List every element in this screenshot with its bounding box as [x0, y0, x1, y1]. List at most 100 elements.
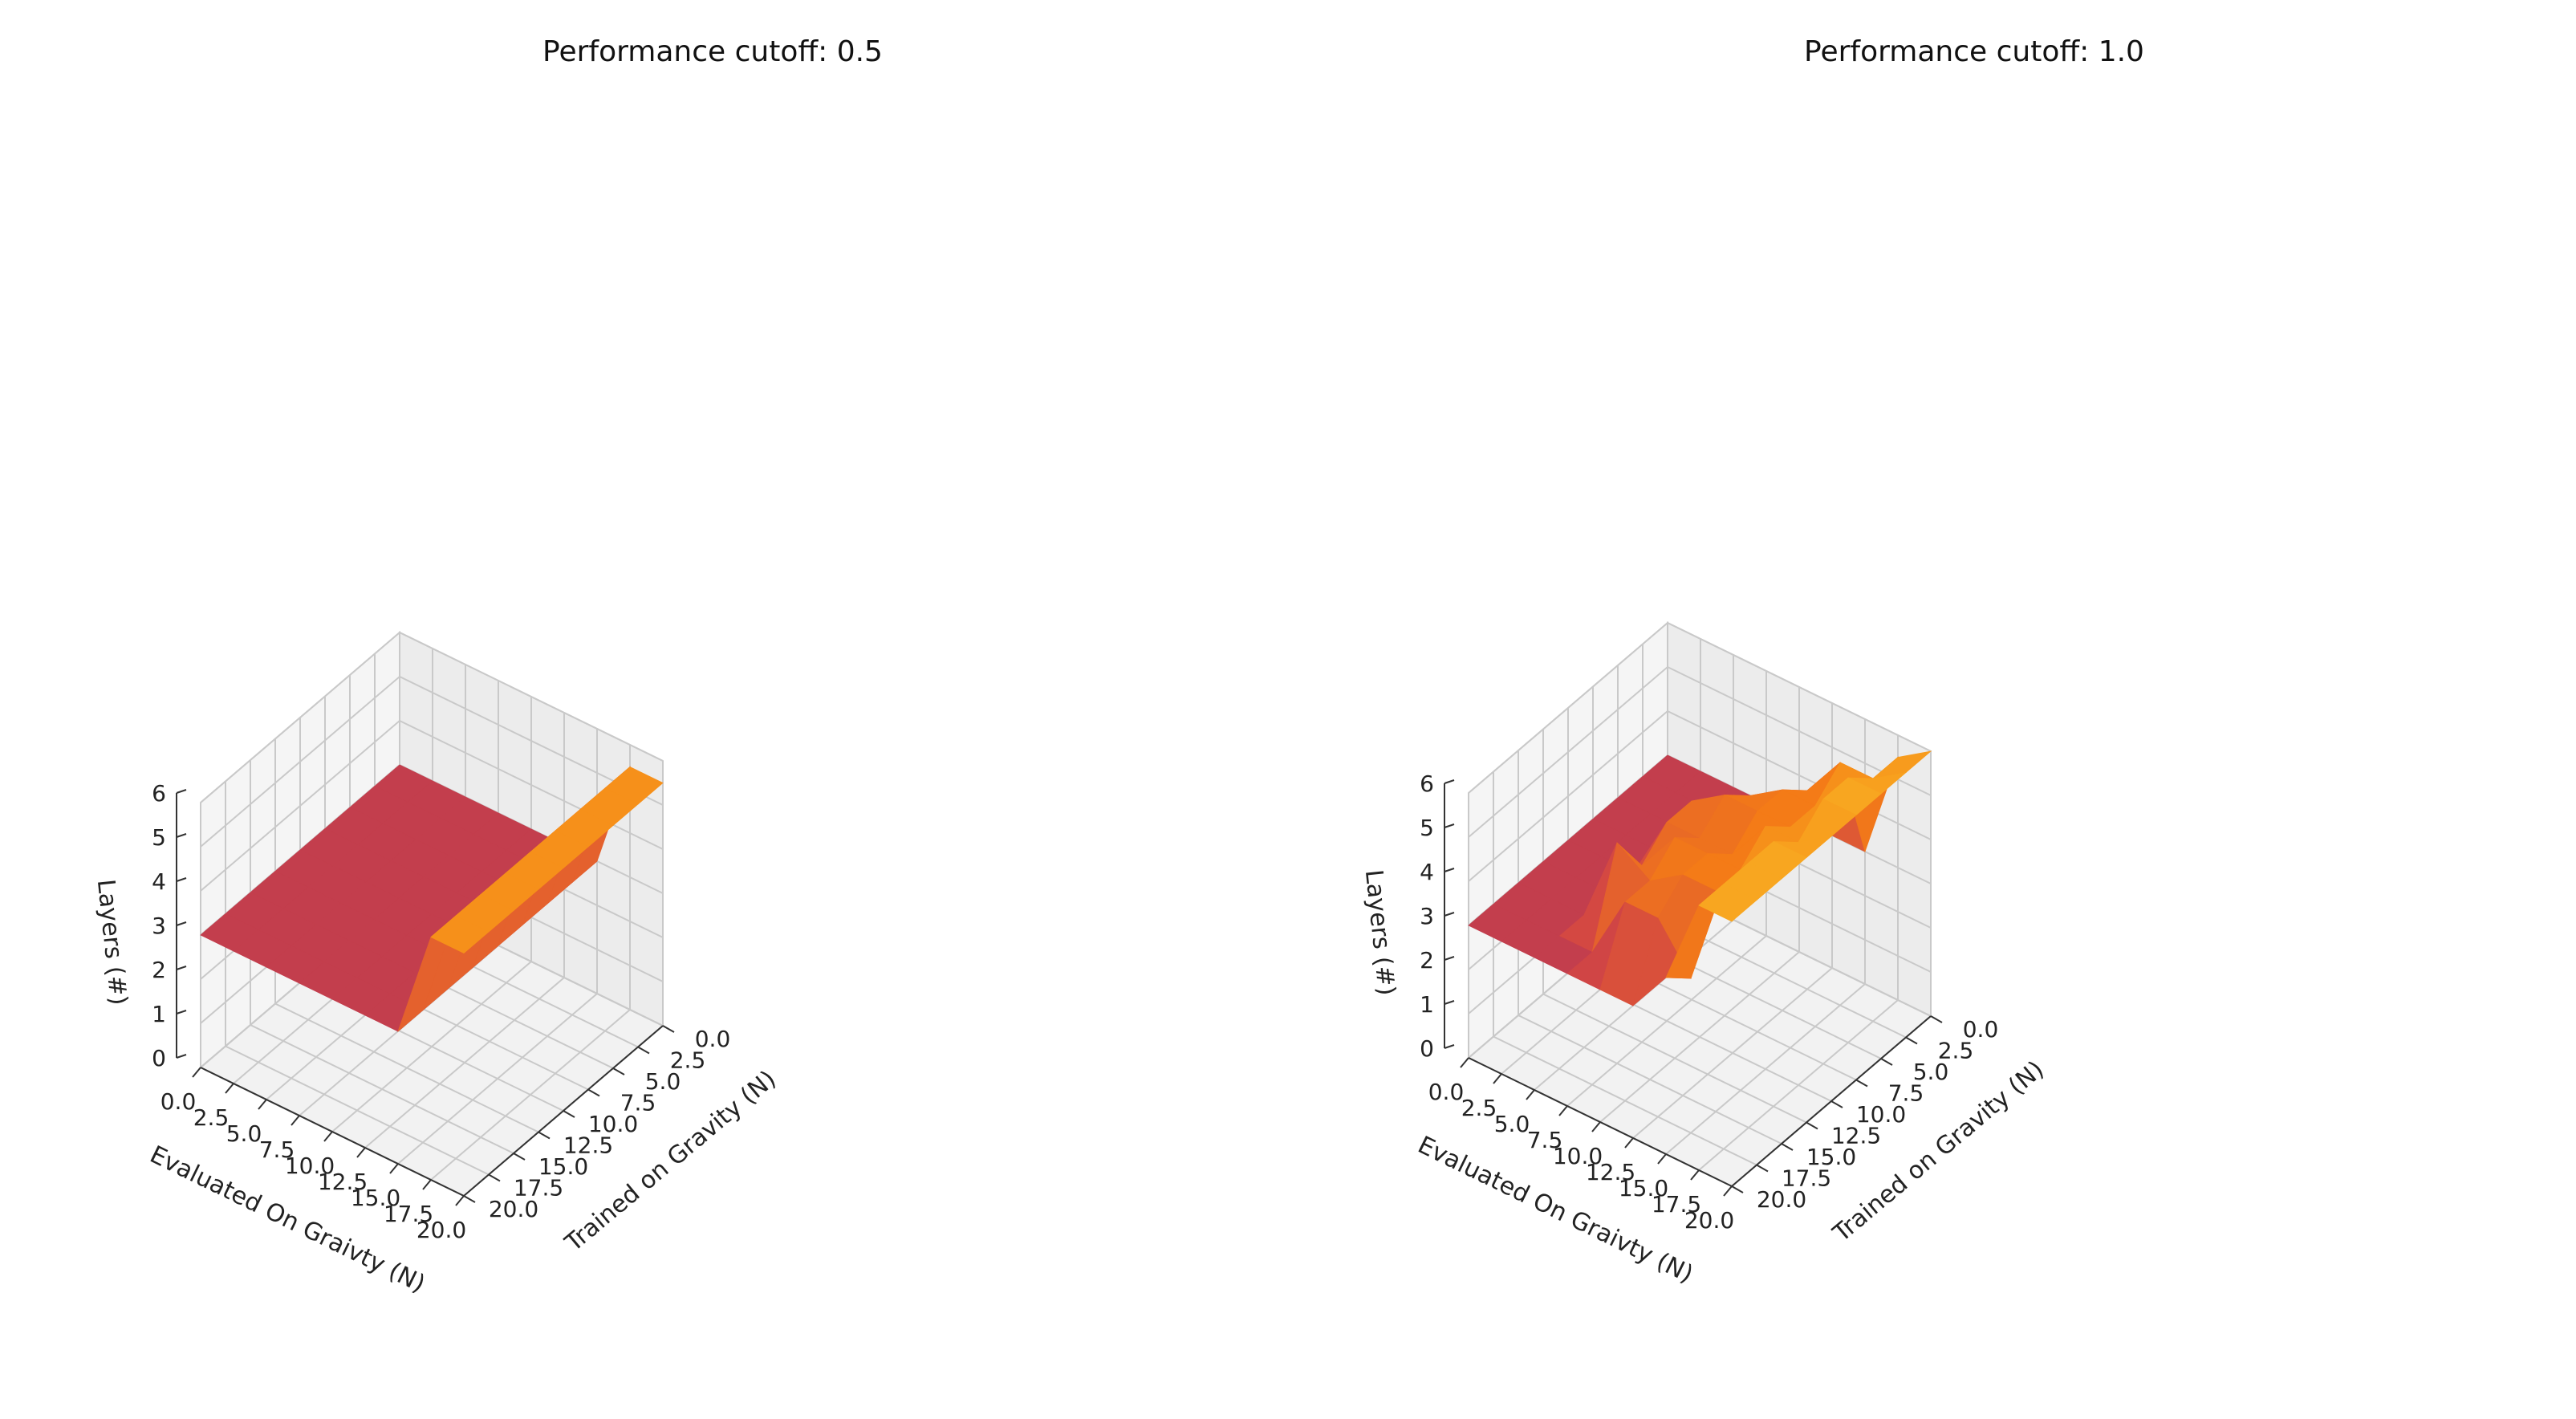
y-tick-mark [1731, 1185, 1744, 1193]
x-tick-mark [356, 1147, 366, 1158]
gridline [1468, 665, 1932, 838]
z-tick-mark [176, 921, 187, 926]
z-tick-mark [176, 1054, 187, 1059]
surface-cell-7-7 [1698, 884, 1757, 922]
z-tick-mark [1444, 779, 1455, 784]
z-tick-mark [176, 966, 187, 970]
z-tick-mark [1444, 1000, 1455, 1005]
x-tick-label: 7.5 [259, 1136, 295, 1163]
z-tick-label: 6 [1420, 770, 1434, 797]
x-tick-mark [192, 1067, 201, 1078]
z-tick-label: 6 [152, 780, 166, 807]
y-tick-label: 5.0 [1913, 1059, 1949, 1085]
z-tick-mark [1444, 956, 1455, 961]
gridline [200, 719, 664, 892]
y-tick-label: 12.5 [1831, 1123, 1881, 1149]
y-tick-label: 5.0 [645, 1068, 681, 1095]
x-tick-label: 0.0 [160, 1088, 197, 1115]
y-tick-mark [1756, 1164, 1769, 1173]
z-tick-mark [176, 1010, 187, 1014]
z-tick-label: 4 [1420, 859, 1434, 885]
x-tick-mark [422, 1179, 432, 1190]
z-tick-label: 2 [1420, 947, 1434, 974]
y-tick-mark [1930, 1015, 1943, 1023]
z-tick-label: 1 [152, 1001, 166, 1027]
y-tick-label: 20.0 [489, 1196, 538, 1222]
x-tick-label: 5.0 [226, 1120, 262, 1147]
z-tick-label: 2 [152, 957, 166, 983]
x-tick-mark [1591, 1121, 1601, 1132]
y-tick-mark [513, 1153, 526, 1161]
x-tick-mark [389, 1163, 399, 1174]
x-tick-mark [455, 1195, 465, 1206]
z-tick-label: 5 [152, 824, 166, 851]
y-tick-mark [1830, 1100, 1843, 1108]
x-tick-label: 20.0 [416, 1217, 466, 1243]
y-tick-mark [463, 1195, 476, 1203]
z-axis-label: Layers (#) [91, 878, 132, 1006]
y-tick-mark [1880, 1058, 1893, 1066]
x-tick-label: 10.0 [1553, 1143, 1603, 1169]
x-tick-mark [258, 1099, 267, 1110]
x-tick-label: 17.5 [384, 1201, 433, 1227]
x-tick-mark [1624, 1137, 1634, 1149]
y-tick-mark [538, 1131, 551, 1140]
y-tick-mark [1806, 1121, 1818, 1130]
z-tick-mark [176, 877, 187, 882]
x-tick-label: 12.5 [1586, 1159, 1635, 1185]
y-tick-label: 0.0 [1963, 1016, 1999, 1043]
x-tick-mark [1460, 1057, 1469, 1068]
x-tick-mark [323, 1131, 333, 1142]
x-tick-mark [1526, 1089, 1535, 1100]
x-tick-label: 7.5 [1527, 1127, 1563, 1153]
z-tick-mark [1444, 868, 1455, 872]
gridline [1468, 621, 1932, 794]
x-tick-label: 5.0 [1494, 1111, 1530, 1137]
surface [200, 764, 664, 1033]
x-tick-label: 15.0 [1619, 1175, 1668, 1201]
y-tick-mark [587, 1088, 600, 1097]
chart-performance-cutoff-0-5: Performance cutoff: 0.50.02.55.07.510.01… [91, 35, 883, 1299]
x-tick-label: 2.5 [1461, 1095, 1497, 1121]
y-tick-mark [662, 1025, 675, 1033]
y-tick-label: 2.5 [1938, 1038, 1974, 1064]
y-tick-label: 17.5 [514, 1175, 563, 1201]
gridline [200, 631, 664, 803]
gridline [200, 675, 664, 848]
z-axis-label: Layers (#) [1359, 868, 1400, 997]
y-tick-label: 0.0 [695, 1026, 731, 1052]
y-tick-mark [612, 1067, 625, 1075]
chart-title: Performance cutoff: 0.5 [542, 35, 883, 68]
y-tick-label: 15.0 [538, 1153, 588, 1180]
x-tick-mark [1493, 1073, 1502, 1084]
z-tick-mark [1444, 912, 1455, 917]
y-tick-mark [1905, 1036, 1918, 1045]
surface-cell-7-7 [430, 915, 490, 953]
y-tick-label: 2.5 [670, 1047, 706, 1074]
x-tick-mark [1690, 1169, 1700, 1181]
x-tick-mark [1657, 1153, 1667, 1165]
z-tick-label: 0 [1420, 1035, 1434, 1062]
x-tick-label: 20.0 [1684, 1207, 1734, 1234]
y-tick-label: 15.0 [1806, 1144, 1856, 1170]
z-tick-label: 3 [1420, 903, 1434, 929]
y-tick-mark [488, 1173, 501, 1182]
y-tick-label: 12.5 [563, 1132, 613, 1159]
x-tick-mark [225, 1083, 234, 1094]
z-tick-label: 3 [152, 913, 166, 939]
x-tick-label: 0.0 [1428, 1079, 1465, 1105]
y-tick-label: 7.5 [620, 1090, 656, 1116]
y-tick-mark [1781, 1143, 1794, 1151]
z-tick-label: 0 [152, 1045, 166, 1071]
y-tick-label: 10.0 [1856, 1101, 1906, 1128]
z-tick-mark [1444, 1044, 1455, 1049]
y-tick-label: 10.0 [588, 1111, 638, 1137]
z-tick-label: 1 [1420, 991, 1434, 1018]
x-tick-mark [1723, 1185, 1733, 1197]
y-tick-mark [1855, 1079, 1868, 1088]
x-tick-label: 10.0 [285, 1153, 335, 1179]
z-tick-mark [1444, 823, 1455, 828]
z-tick-label: 5 [1420, 815, 1434, 841]
x-tick-label: 15.0 [351, 1185, 400, 1211]
